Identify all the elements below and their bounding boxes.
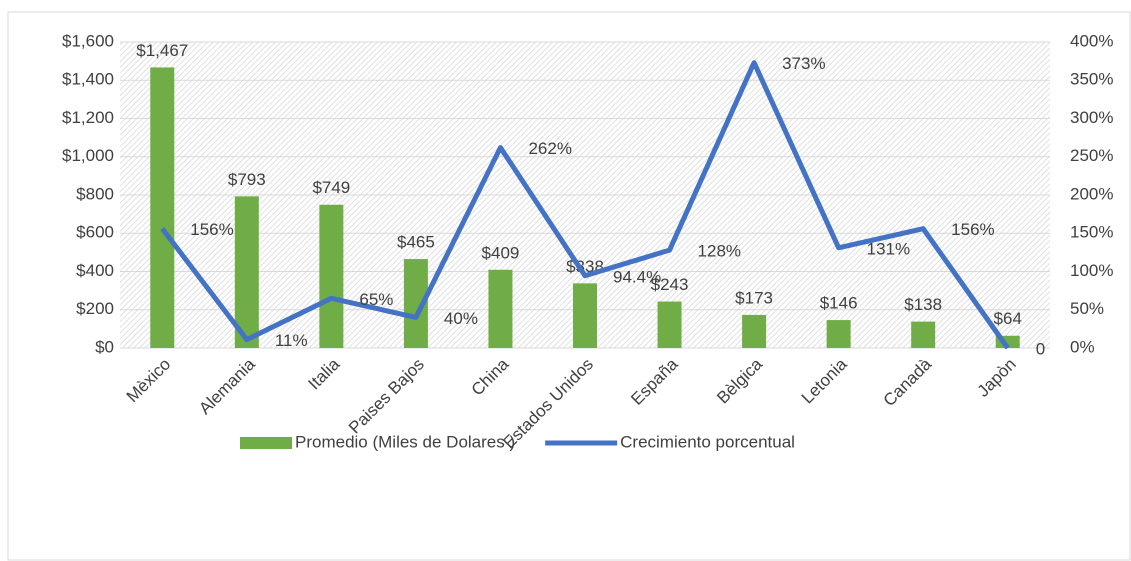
y-tick-label: $800 bbox=[76, 184, 114, 203]
line-value-label: 65% bbox=[359, 290, 393, 309]
y-tick-label: $0 bbox=[95, 337, 114, 356]
y-tick-label: $1,400 bbox=[62, 70, 114, 89]
y-tick-label: $1,000 bbox=[62, 146, 114, 165]
bar bbox=[742, 314, 767, 348]
line-value-label: 262% bbox=[528, 139, 571, 158]
bar-value-label: $64 bbox=[994, 309, 1022, 328]
y2-tick-label: 0% bbox=[1070, 337, 1095, 356]
y2-tick-label: 300% bbox=[1070, 108, 1113, 127]
y-tick-label: $1,600 bbox=[62, 31, 114, 50]
y2-tick-label: 150% bbox=[1070, 223, 1113, 242]
line-value-label: 373% bbox=[782, 54, 825, 73]
legend-swatch bbox=[240, 437, 292, 449]
bar-value-label: $1,467 bbox=[136, 41, 188, 60]
line-value-label: 40% bbox=[444, 309, 478, 328]
bar-value-label: $749 bbox=[312, 178, 350, 197]
line-value-label: 128% bbox=[698, 242, 741, 261]
line-value-label: 0 bbox=[1036, 339, 1045, 358]
bar-value-label: $146 bbox=[820, 294, 858, 313]
line-value-label: 11% bbox=[275, 331, 308, 350]
bar bbox=[826, 320, 851, 348]
bar bbox=[234, 196, 259, 348]
bar bbox=[319, 204, 344, 348]
bar bbox=[488, 269, 513, 348]
legend-label: Promedio (Miles de Dolares ) bbox=[295, 432, 515, 451]
bar-value-label: $465 bbox=[397, 233, 435, 252]
y2-tick-label: 50% bbox=[1070, 299, 1104, 318]
line-value-label: 131% bbox=[867, 239, 910, 258]
bar bbox=[573, 283, 597, 348]
line bbox=[160, 60, 1010, 350]
line-value-label: 94.4% bbox=[613, 267, 661, 286]
line-value-label: 156% bbox=[190, 220, 233, 239]
bar-value-label: $409 bbox=[482, 243, 520, 262]
bar bbox=[911, 321, 936, 348]
y-tick-label: $200 bbox=[76, 299, 114, 318]
bar-value-label: $243 bbox=[651, 275, 689, 294]
line-value-label: 156% bbox=[951, 220, 994, 239]
y2-tick-label: 250% bbox=[1070, 146, 1113, 165]
y-tick-label: $400 bbox=[76, 261, 114, 280]
bar-value-label: $138 bbox=[904, 295, 942, 314]
bar-value-label: $793 bbox=[228, 170, 266, 189]
bar bbox=[657, 301, 682, 348]
y2-tick-label: 400% bbox=[1070, 31, 1113, 50]
y2-tick-label: 100% bbox=[1070, 261, 1113, 280]
bar-value-label: $173 bbox=[735, 288, 773, 307]
y2-tick-label: 200% bbox=[1070, 184, 1113, 203]
bar bbox=[150, 67, 175, 348]
legend-label: Crecimiento porcentual bbox=[620, 432, 795, 451]
y-tick-label: $1,200 bbox=[62, 108, 114, 127]
y2-tick-label: 350% bbox=[1070, 70, 1113, 89]
y-tick-label: $600 bbox=[76, 223, 114, 242]
